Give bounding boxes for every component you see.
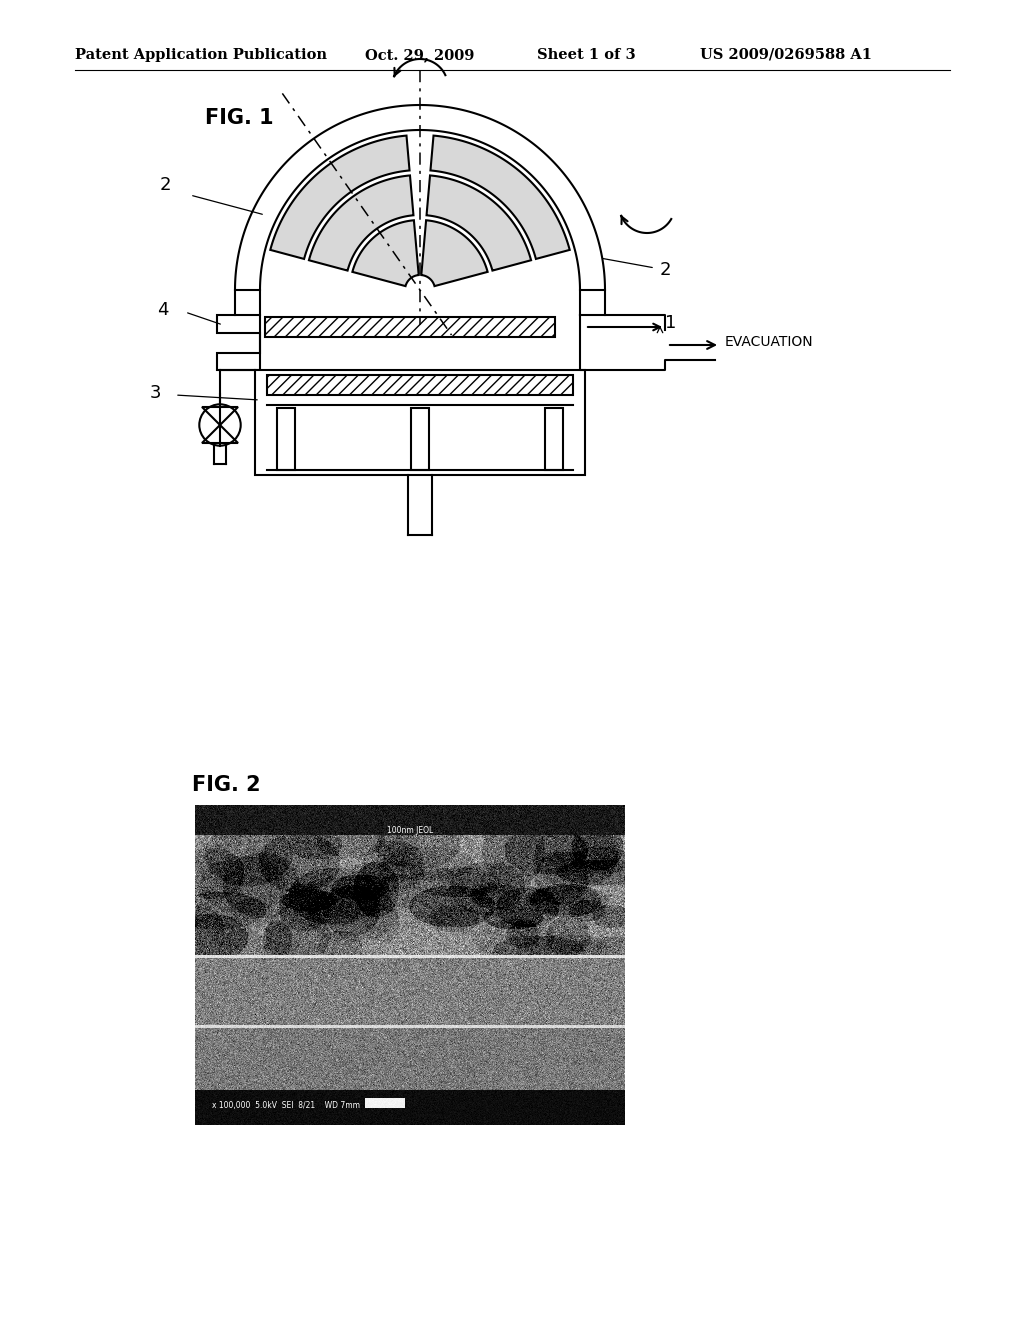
Polygon shape — [217, 315, 260, 370]
Bar — [267, 375, 573, 395]
Text: Sheet 1 of 3: Sheet 1 of 3 — [537, 48, 636, 62]
Text: 2: 2 — [660, 261, 672, 279]
Polygon shape — [202, 407, 238, 425]
Bar — [411, 408, 429, 470]
Polygon shape — [234, 106, 605, 290]
Bar — [265, 317, 555, 337]
Text: FIG. 2: FIG. 2 — [193, 775, 261, 795]
Polygon shape — [309, 176, 414, 271]
Polygon shape — [427, 176, 531, 271]
Polygon shape — [421, 220, 487, 286]
Text: x 100,000  5.0kV  SEI  8/21    WD 7mm: x 100,000 5.0kV SEI 8/21 WD 7mm — [212, 1101, 360, 1110]
Text: 4: 4 — [158, 301, 169, 319]
Polygon shape — [430, 136, 569, 259]
Text: 100nm JEOL: 100nm JEOL — [387, 826, 433, 836]
Bar — [265, 317, 555, 337]
Text: FIG. 1: FIG. 1 — [205, 108, 273, 128]
Polygon shape — [352, 220, 419, 286]
Polygon shape — [202, 425, 238, 444]
Text: EVACUATION: EVACUATION — [725, 335, 814, 348]
Bar — [278, 408, 295, 470]
Text: Patent Application Publication: Patent Application Publication — [75, 48, 327, 62]
Bar — [255, 370, 585, 475]
Polygon shape — [270, 136, 410, 259]
Bar — [267, 375, 573, 395]
Text: US 2009/0269588 A1: US 2009/0269588 A1 — [700, 48, 872, 62]
Text: 2: 2 — [160, 176, 171, 194]
Text: Oct. 29, 2009: Oct. 29, 2009 — [365, 48, 474, 62]
Text: 3: 3 — [150, 384, 161, 403]
Text: 1: 1 — [665, 314, 677, 333]
Bar — [545, 408, 563, 470]
